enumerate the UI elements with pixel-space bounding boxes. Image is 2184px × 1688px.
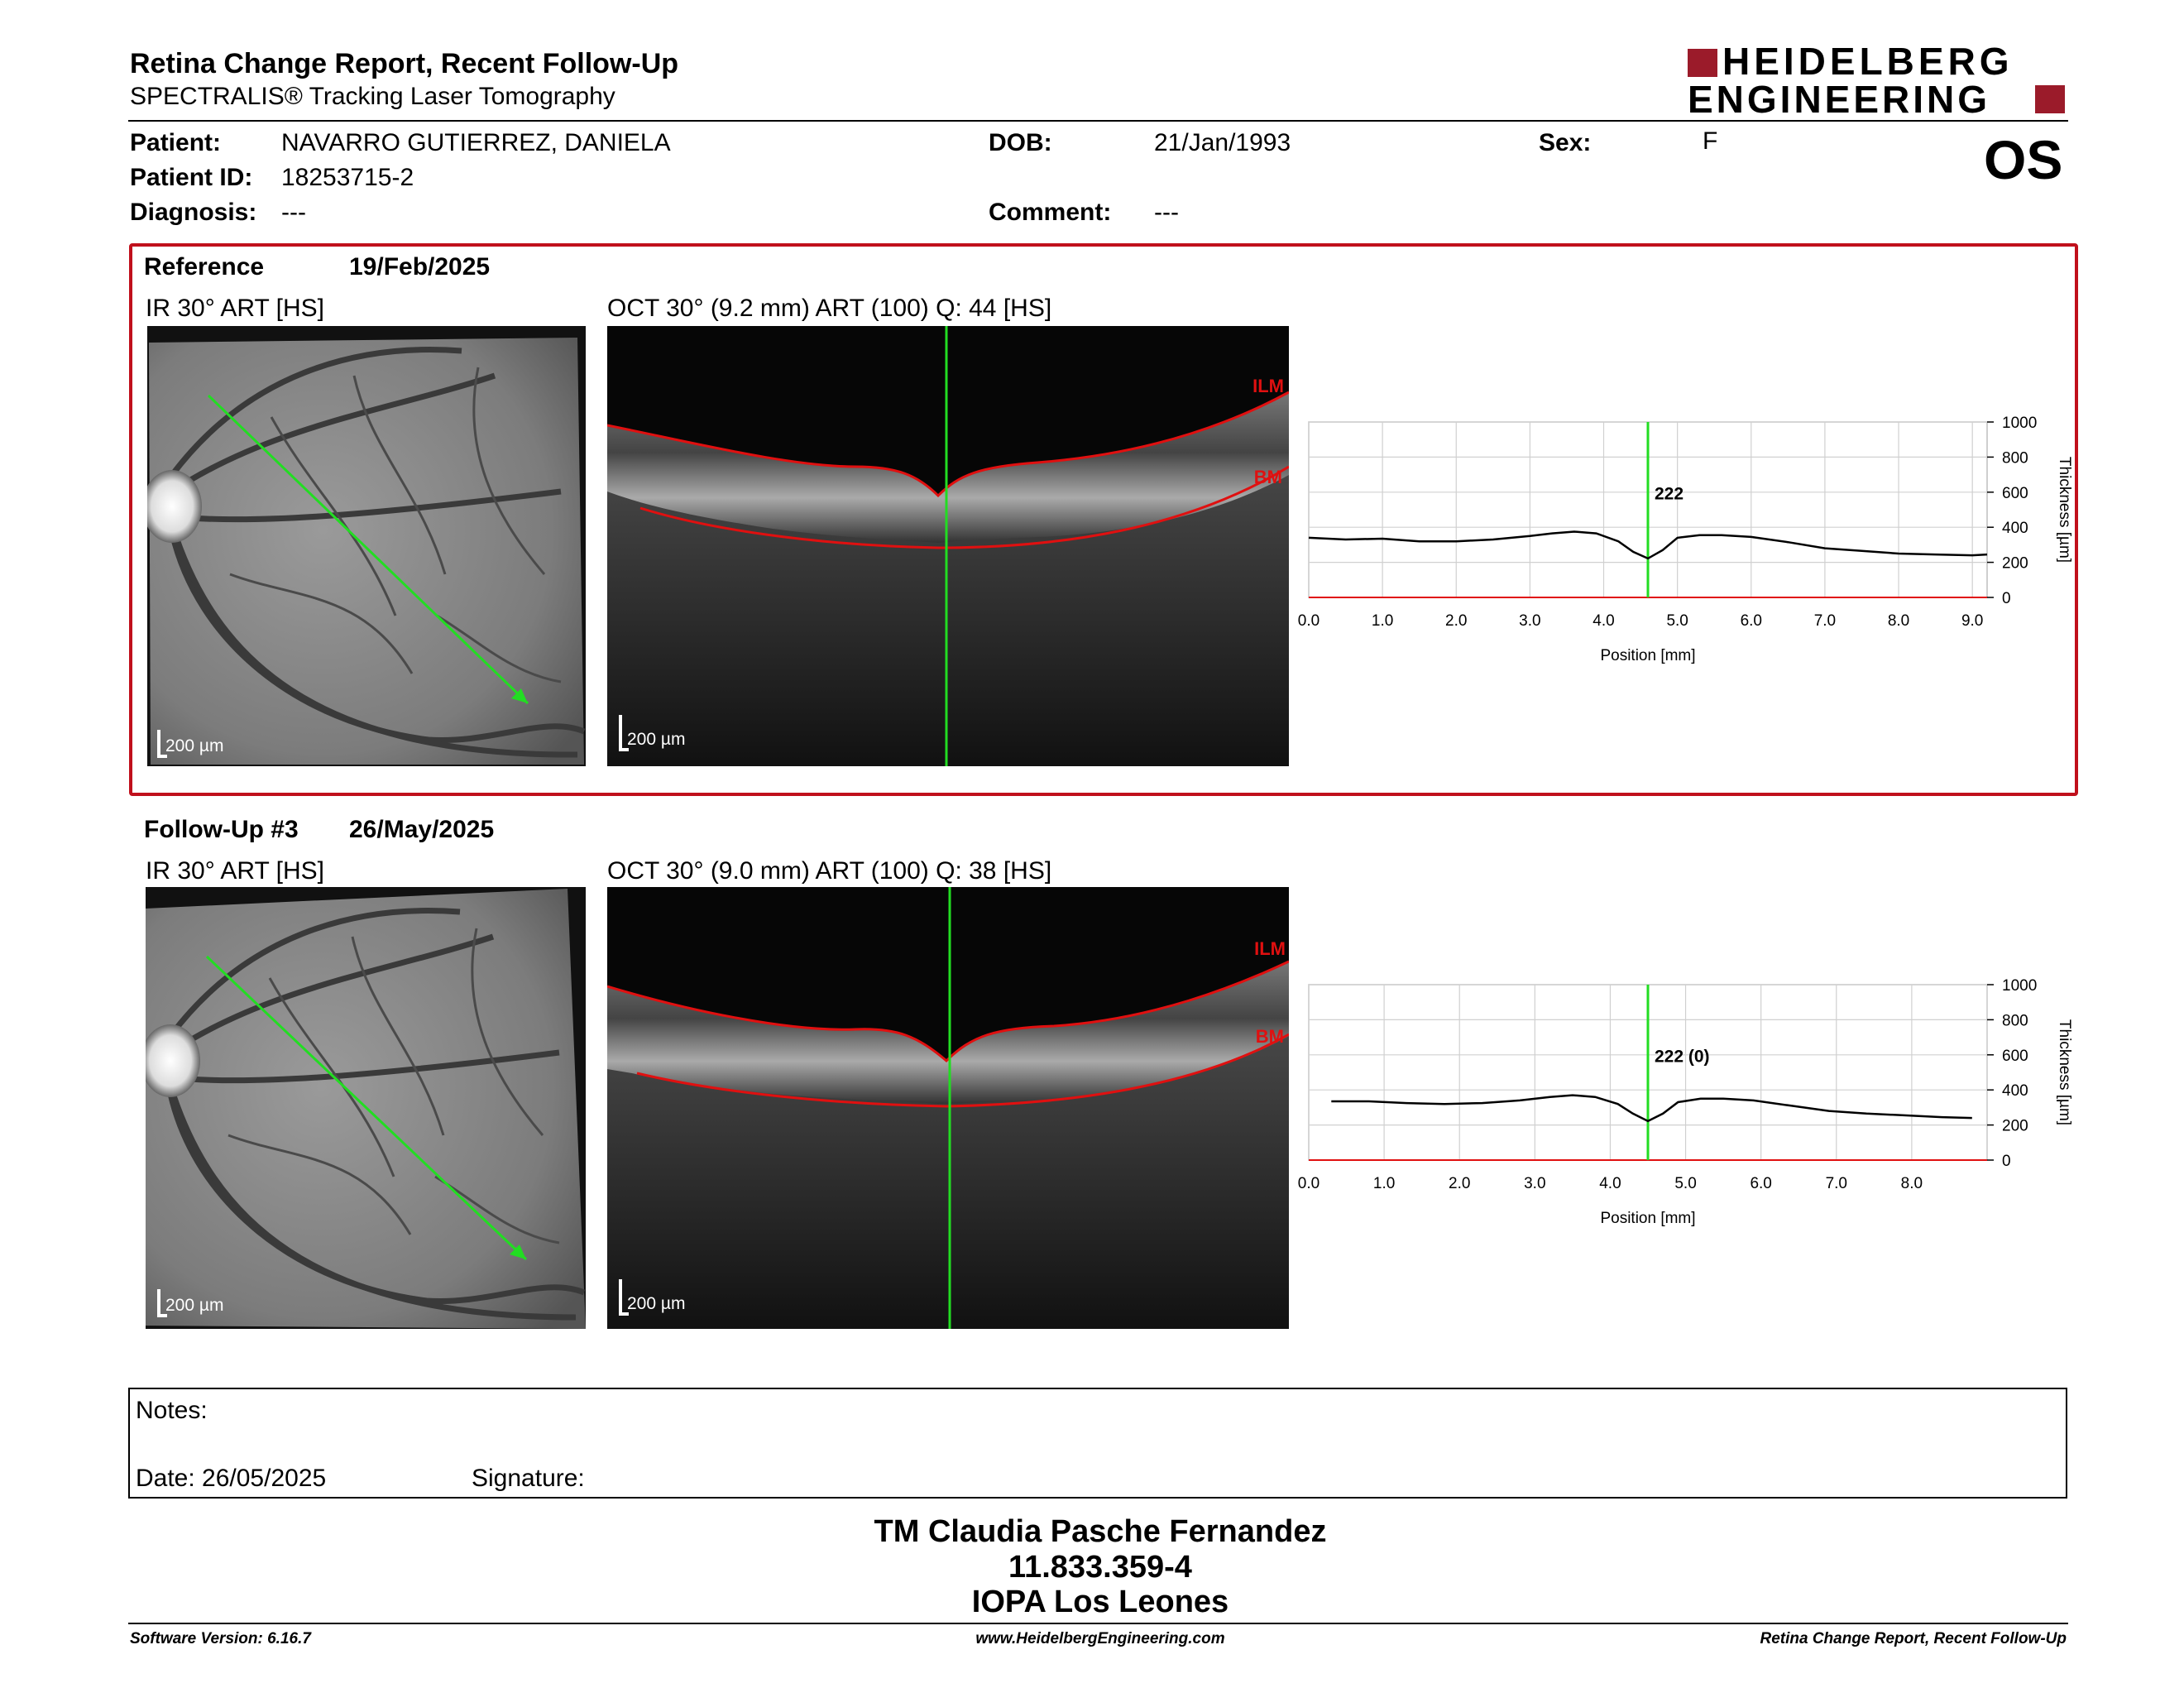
chart-xlabel: Position [mm] <box>1600 647 1695 664</box>
logo-square-icon <box>1688 49 1717 77</box>
chart-ytick-label: 200 <box>2002 1118 2028 1135</box>
comment-value: --- <box>1154 199 1179 226</box>
reference-bm-label: BM <box>1253 467 1282 487</box>
stamp-name: TM Claudia Pasche Fernandez <box>874 1514 1327 1549</box>
patient-id: 18253715-2 <box>281 164 414 191</box>
reference-ilm-label: ILM <box>1252 376 1284 396</box>
chart-ytick-label: 1000 <box>2002 415 2037 432</box>
chart-xtick-label: 6.0 <box>1741 612 1762 630</box>
chart-xtick-label: 5.0 <box>1674 1175 1696 1192</box>
logo-square-icon-2 <box>2035 85 2065 113</box>
chart-xtick-label: 2.0 <box>1445 612 1467 630</box>
chart-xtick-label: 7.0 <box>1814 612 1836 630</box>
chart-xtick-label: 8.0 <box>1888 612 1909 630</box>
footer-report: Retina Change Report, Recent Follow-Up <box>1760 1630 2067 1647</box>
chart-ytick-label: 0 <box>2002 1153 2011 1170</box>
chart-xlabel: Position [mm] <box>1600 1210 1695 1227</box>
diagnosis-label: Diagnosis: <box>130 199 257 226</box>
report-title: Retina Change Report, Recent Follow-Up <box>130 48 679 79</box>
chart-ytick-label: 0 <box>2002 590 2011 607</box>
chart-xtick-label: 0.0 <box>1298 612 1320 630</box>
comment-label: Comment: <box>989 199 1112 226</box>
notes-label: Notes: <box>136 1397 208 1424</box>
followup-oct-scalebar: 200 µm <box>619 1279 693 1316</box>
chart-ytick-label: 400 <box>2002 520 2028 537</box>
dob-label: DOB: <box>989 129 1052 156</box>
footer-website[interactable]: www.HeidelbergEngineering.com <box>975 1630 1225 1647</box>
reference-oct-scalebar: 200 µm <box>619 715 693 751</box>
notes-signature-label: Signature: <box>472 1465 585 1492</box>
header-divider <box>128 120 2068 122</box>
patient-id-label: Patient ID: <box>130 164 253 191</box>
chart-xtick-label: 0.0 <box>1298 1175 1320 1192</box>
chart-xtick-label: 2.0 <box>1449 1175 1470 1192</box>
chart-ylabel: Thickness [µm] <box>2056 1019 2073 1125</box>
chart-ytick-label: 800 <box>2002 449 2028 467</box>
reference-ir-image[interactable]: 200 µm <box>147 326 586 766</box>
patient-name: NAVARRO GUTIERREZ, DANIELA <box>281 129 671 156</box>
chart-ytick-label: 1000 <box>2002 977 2037 995</box>
chart-xtick-label: 8.0 <box>1901 1175 1923 1192</box>
followup-bm-label: BM <box>1255 1026 1284 1047</box>
followup-oct-title: OCT 30° (9.0 mm) ART (100) Q: 38 [HS] <box>607 857 1052 885</box>
chart-ytick-label: 200 <box>2002 555 2028 573</box>
reference-fundus-graphic <box>147 338 586 765</box>
logo-text-line2: ENGINEERING <box>1688 78 1991 121</box>
chart-xtick-label: 6.0 <box>1750 1175 1771 1192</box>
followup-date: 26/May/2025 <box>349 816 495 843</box>
followup-ir-scalebar: 200 µm <box>157 1288 232 1317</box>
chart-marker-label: 222 (0) <box>1655 1047 1710 1066</box>
chart-xtick-label: 1.0 <box>1373 1175 1395 1192</box>
followup-ilm-label: ILM <box>1254 938 1286 959</box>
sex-label: Sex: <box>1539 129 1592 156</box>
reference-oct-graphic <box>607 326 1289 766</box>
reference-oct-title: OCT 30° (9.2 mm) ART (100) Q: 44 [HS] <box>607 295 1052 322</box>
chart-thickness-line <box>1331 1094 1972 1123</box>
stamp-id: 11.833.359-4 <box>1008 1550 1192 1585</box>
chart-ytick-label: 800 <box>2002 1012 2028 1029</box>
followup-label: Follow-Up #3 <box>144 816 299 843</box>
diagnosis-value: --- <box>281 199 306 226</box>
chart-xtick-label: 9.0 <box>1961 612 1983 630</box>
reference-ir-scalebar: 200 µm <box>157 728 232 758</box>
patient-label: Patient: <box>130 129 222 156</box>
followup-oct-graphic <box>607 887 1289 1329</box>
chart-xtick-label: 4.0 <box>1592 612 1614 630</box>
chart-xtick-label: 4.0 <box>1599 1175 1621 1192</box>
chart-thickness-line <box>1308 530 1988 560</box>
reference-thickness-chart: 0 200 400 600 800 1000 0.0 1.0 2.0 3.0 4.0 5.0 6.0 7.… <box>1298 415 2073 664</box>
heidelberg-logo: HEIDELBERG ENGINEERING <box>1688 42 2068 121</box>
reference-label: Reference <box>144 253 265 281</box>
reference-oct-image[interactable]: ILM BM 200 µm <box>607 326 1289 766</box>
chart-xtick-label: 3.0 <box>1519 612 1540 630</box>
reference-ir-title: IR 30° ART [HS] <box>146 295 324 322</box>
followup-oct-image[interactable]: ILM BM 200 µm <box>607 887 1289 1329</box>
sex-value: F <box>1703 127 1718 155</box>
stamp-clinic: IOPA Los Leones <box>971 1585 1229 1619</box>
footer-version: Software Version: 6.16.7 <box>130 1630 311 1647</box>
reference-date: 19/Feb/2025 <box>349 253 491 281</box>
followup-fundus-graphic <box>146 889 586 1329</box>
eye-indicator: OS <box>1984 129 2063 190</box>
logo-text-line1: HEIDELBERG <box>1722 40 2014 83</box>
report-subtitle: SPECTRALIS® Tracking Laser Tomography <box>130 83 615 110</box>
dob-value: 21/Jan/1993 <box>1154 129 1291 156</box>
chart-xtick-label: 1.0 <box>1372 612 1393 630</box>
reference-frame <box>129 243 2078 796</box>
chart-xtick-label: 7.0 <box>1826 1175 1847 1192</box>
notes-date: Date: 26/05/2025 <box>136 1465 327 1492</box>
followup-ir-image[interactable]: 200 µm <box>146 887 586 1329</box>
footer-divider <box>128 1623 2068 1624</box>
chart-ytick-label: 400 <box>2002 1082 2028 1100</box>
chart-xtick-label: 5.0 <box>1666 612 1688 630</box>
notes-box[interactable] <box>128 1388 2067 1499</box>
chart-marker-label: 222 <box>1655 484 1684 503</box>
chart-ytick-label: 600 <box>2002 1048 2028 1065</box>
chart-xtick-label: 3.0 <box>1524 1175 1545 1192</box>
followup-thickness-chart: 0 200 400 600 800 1000 0.0 1.0 2.0 3.0 4.0 5.0 6.0 7.… <box>1298 977 2073 1227</box>
chart-ytick-label: 600 <box>2002 485 2028 502</box>
followup-ir-title: IR 30° ART [HS] <box>146 857 324 885</box>
chart-ylabel: Thickness [µm] <box>2056 457 2073 563</box>
